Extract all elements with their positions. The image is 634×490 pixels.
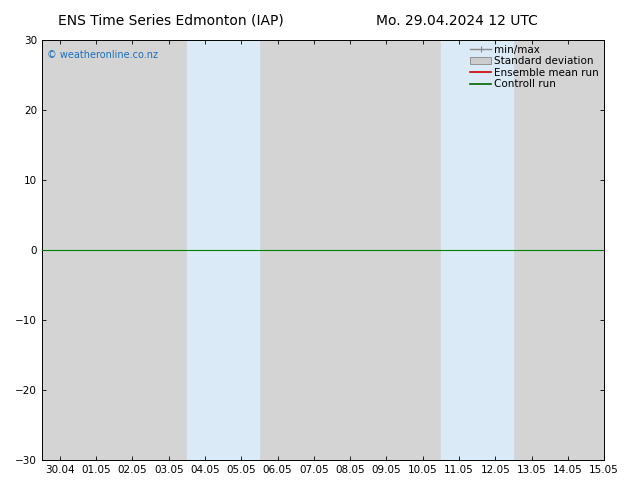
Text: ENS Time Series Edmonton (IAP): ENS Time Series Edmonton (IAP) xyxy=(58,14,284,28)
Bar xyxy=(187,40,259,460)
Text: © weatheronline.co.nz: © weatheronline.co.nz xyxy=(48,50,158,60)
Text: Mo. 29.04.2024 12 UTC: Mo. 29.04.2024 12 UTC xyxy=(375,14,538,28)
Legend: min/max, Standard deviation, Ensemble mean run, Controll run: min/max, Standard deviation, Ensemble me… xyxy=(468,43,601,92)
Bar xyxy=(441,40,514,460)
